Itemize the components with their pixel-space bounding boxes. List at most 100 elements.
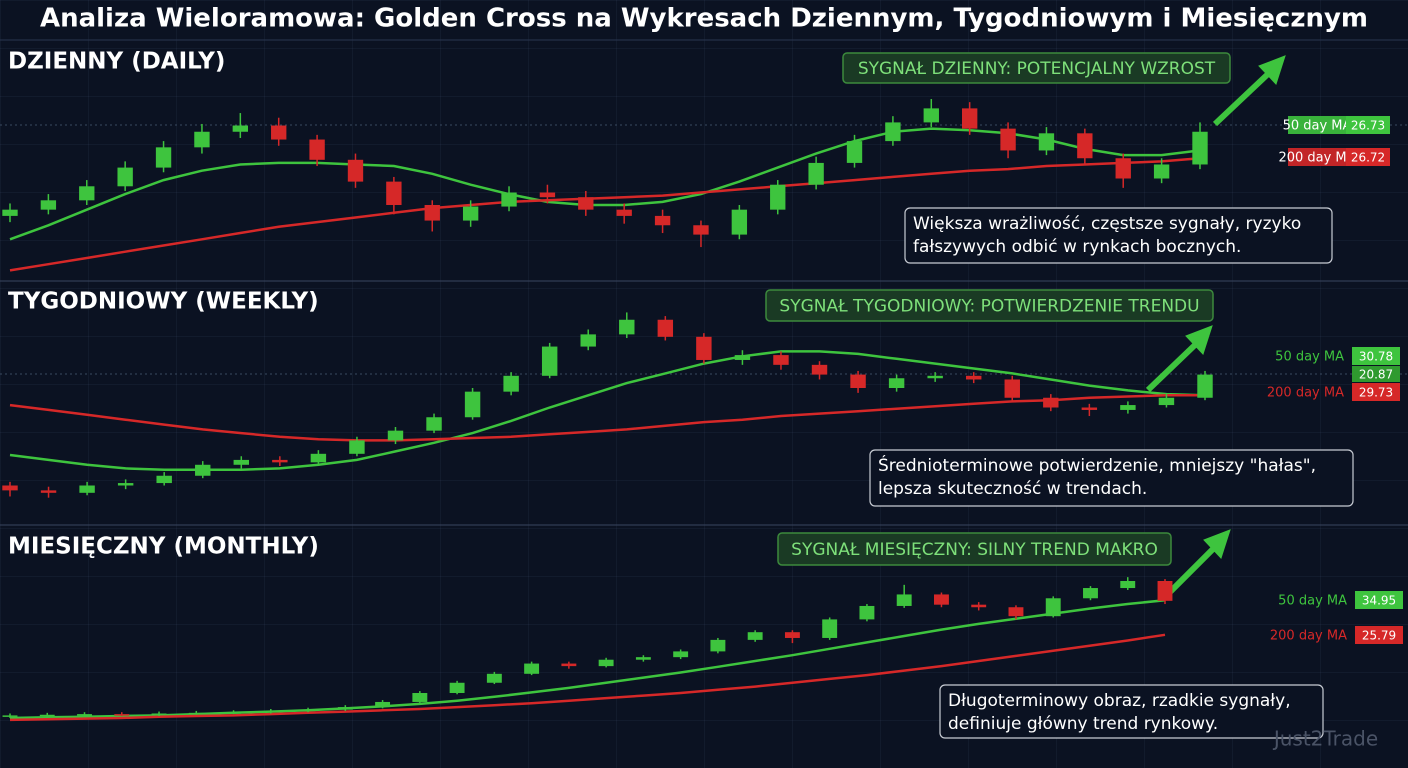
tag-label: 50 day MA	[1283, 119, 1352, 134]
candle-body	[77, 714, 92, 716]
candle-body	[696, 336, 712, 360]
candle-body	[710, 639, 726, 652]
tag-value: 25.79	[1362, 629, 1396, 643]
candle-body	[424, 204, 440, 221]
candle-body	[896, 594, 912, 606]
signal-arrow	[1145, 55, 1286, 597]
candle-body	[300, 709, 316, 712]
candle-body	[1192, 131, 1208, 165]
candle-body	[114, 714, 130, 716]
note-box	[939, 684, 1324, 739]
candle-body	[79, 186, 95, 201]
candle-body	[693, 225, 709, 235]
candle-body	[966, 375, 982, 380]
note-text: Średnioterminowe potwierdzenie, mniejszy…	[878, 454, 1316, 476]
candle-body	[486, 673, 502, 683]
candle-body	[387, 430, 404, 441]
candle-body	[1045, 598, 1061, 617]
tag-label: 200 day MA	[1267, 386, 1344, 401]
tag-value-box	[1355, 591, 1403, 609]
signal-label: SYGNAŁ DZIENNY: POTENCJALNY WZROST	[858, 59, 1216, 79]
candle-body	[1158, 397, 1175, 406]
candle-body	[846, 141, 863, 163]
candle-body	[888, 378, 905, 388]
candle-body	[619, 319, 635, 335]
candle-body	[859, 605, 875, 620]
candle-body	[1157, 581, 1173, 601]
tag-value: 20.87	[1359, 368, 1393, 382]
signal-box	[842, 52, 1231, 84]
note-text: lepsza skuteczność w trendach.	[878, 479, 1147, 499]
candle-body	[462, 206, 479, 221]
candle-body	[524, 663, 540, 674]
tag-value: 26.72	[1351, 151, 1385, 165]
candle-body	[117, 483, 134, 486]
tag-label: 200 day MA	[1270, 629, 1347, 644]
candle-body	[657, 319, 674, 337]
ma-line	[9, 633, 1166, 722]
watermark: Just2Trade	[1272, 727, 1378, 751]
candle-body	[822, 619, 838, 638]
signal-label: SYGNAŁ MIESIĘCZNY: SILNY TREND MAKRO	[791, 540, 1158, 560]
candle-body	[347, 159, 364, 182]
panel-title: TYGODNIOWY (WEEKLY)	[8, 289, 319, 315]
candle-body	[927, 375, 943, 379]
candle-body	[731, 209, 748, 235]
candle-body	[310, 453, 327, 463]
candle-body	[271, 125, 287, 140]
signal-label: SYGNAŁ TYGODNIOWY: POTWIERDZENIE TRENDU	[779, 297, 1199, 317]
ma-line	[9, 156, 1201, 272]
candle-body	[934, 594, 949, 605]
candle-body	[811, 364, 828, 375]
note-text: Długoterminowy obraz, rzadkie sygnały,	[948, 691, 1291, 711]
candle-body	[156, 475, 172, 484]
note-text: definiuje główny trend rynkowy.	[948, 714, 1218, 734]
note-text: Większa wrażliwość, częstsze sygnały, ry…	[913, 214, 1301, 234]
candle-body	[635, 657, 651, 660]
candle-body	[539, 192, 556, 198]
candle-body	[155, 147, 172, 168]
candle-body	[598, 659, 614, 667]
candle-body	[375, 701, 391, 708]
candle-body	[784, 632, 800, 638]
candle-body	[1004, 379, 1020, 398]
tag-value-box	[1352, 347, 1400, 365]
candle-body	[386, 181, 402, 205]
tag-value-box	[1355, 626, 1403, 644]
tag-value-box	[1346, 116, 1390, 134]
candle-body	[226, 712, 241, 714]
candle-body	[1081, 407, 1098, 410]
tag-value-box	[1346, 148, 1390, 166]
candle-body	[1120, 405, 1136, 410]
candle-body	[1038, 133, 1055, 151]
candle-body	[501, 192, 517, 207]
candle-body	[79, 485, 95, 493]
note-box	[869, 449, 1354, 507]
candle-body	[561, 663, 577, 667]
signal-box	[777, 532, 1172, 566]
candle-body	[1120, 581, 1136, 589]
candle-body	[232, 125, 248, 132]
candle-body	[885, 122, 901, 142]
candle-body	[773, 355, 789, 365]
note-box	[904, 207, 1333, 264]
candle-body	[40, 200, 57, 210]
candle-body	[734, 355, 751, 360]
panel-title: MIESIĘCZNY (MONTHLY)	[8, 534, 319, 560]
tag-value: 26.73	[1351, 119, 1385, 133]
tag-label: 50 day MA	[1275, 350, 1344, 365]
candle-body	[2, 715, 18, 717]
candle-body	[1008, 607, 1024, 617]
candle-body	[673, 651, 689, 658]
candle-body	[808, 162, 824, 185]
candle-body	[412, 693, 428, 702]
candle-body	[580, 334, 596, 347]
candle-body	[151, 713, 167, 715]
tag-value: 29.73	[1359, 386, 1393, 400]
ma-line	[9, 394, 1205, 442]
candle-body	[188, 712, 204, 715]
tag-label: 50 day MA	[1278, 594, 1347, 609]
candle-body	[971, 604, 987, 608]
candle-body	[503, 375, 519, 392]
